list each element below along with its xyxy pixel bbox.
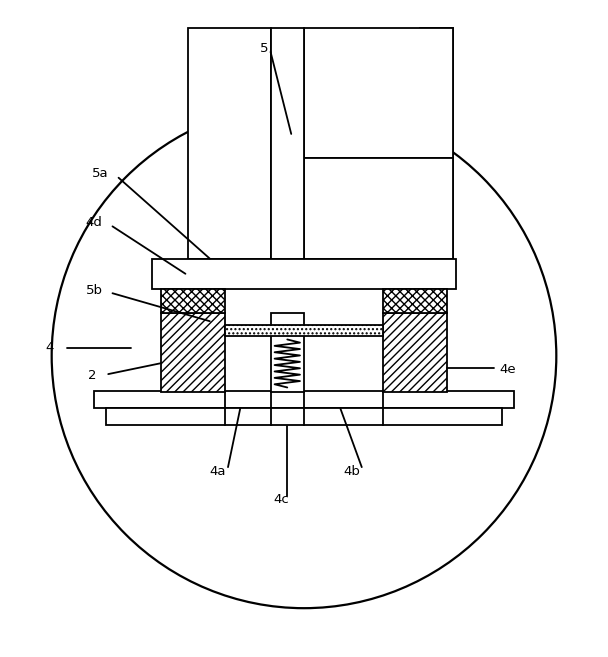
Text: 5a: 5a bbox=[92, 167, 109, 180]
Bar bbox=[383, 313, 447, 392]
Text: 5b: 5b bbox=[86, 284, 103, 298]
Text: 5: 5 bbox=[260, 42, 269, 55]
Bar bbox=[94, 390, 514, 407]
Bar bbox=[304, 158, 453, 259]
Text: 2: 2 bbox=[88, 369, 97, 382]
Text: 4b: 4b bbox=[343, 465, 360, 478]
Bar bbox=[152, 259, 456, 289]
Text: 4: 4 bbox=[46, 342, 54, 355]
Text: 4c: 4c bbox=[273, 493, 289, 507]
Bar bbox=[420, 28, 453, 259]
Bar bbox=[161, 313, 225, 392]
Bar bbox=[304, 28, 453, 158]
Bar bbox=[271, 313, 304, 392]
Bar bbox=[271, 28, 304, 259]
Bar bbox=[188, 28, 271, 259]
Bar bbox=[161, 289, 225, 313]
Text: 4e: 4e bbox=[499, 363, 516, 376]
Text: 4a: 4a bbox=[209, 465, 226, 478]
Bar bbox=[383, 289, 447, 313]
Bar bbox=[225, 325, 383, 336]
Bar bbox=[106, 407, 502, 424]
Text: 4d: 4d bbox=[86, 215, 103, 229]
